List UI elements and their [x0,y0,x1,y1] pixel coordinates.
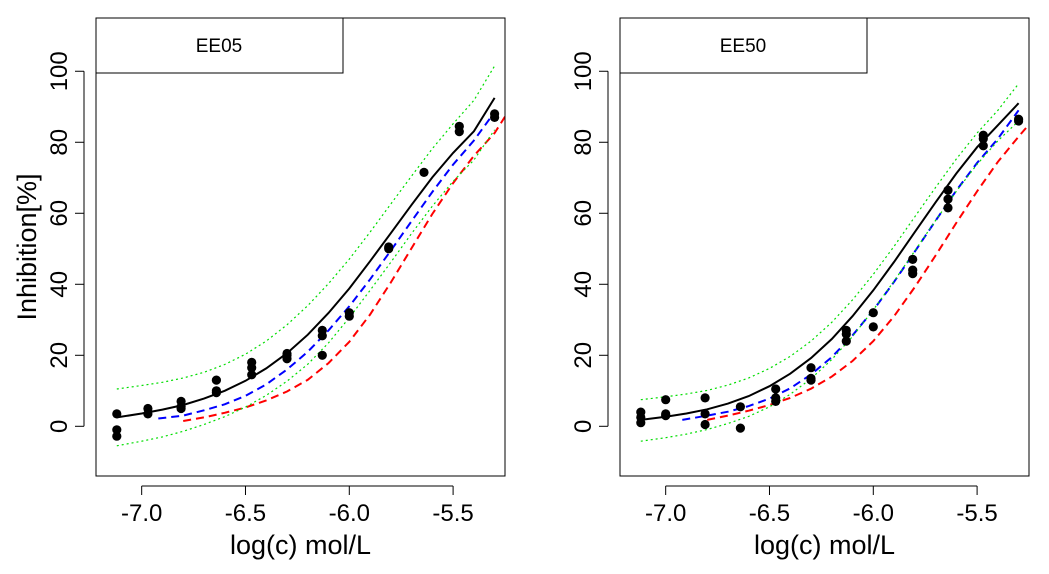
data-point [176,402,186,412]
panel-label-box [619,17,868,74]
data-point [700,409,710,419]
data-point [700,393,710,403]
x-tick-label: -7.0 [645,500,686,527]
y-axis: 0 20 40 60 80 100 Inhibition[%] [12,51,85,433]
x-tick-label: -7.0 [121,500,162,527]
y-tick-label: 60 [46,200,73,227]
x-axis: -7.0 -6.5 -6.0 -5.5 log(c) mol/L [121,485,474,560]
data-point [384,242,394,252]
x-tick-label: -6.0 [853,500,894,527]
curve-fit [640,102,1020,421]
data-point [112,409,122,419]
data-point [735,423,746,433]
data-point [735,402,746,412]
y-tick-label: 100 [570,51,597,91]
data-point [211,375,221,385]
plot-frame [619,17,1030,477]
curve-red [706,123,1029,421]
y-axis: 0 20 40 60 80 100 [570,51,609,433]
data-point [868,322,878,332]
curve-blue [682,109,1020,421]
curve-blue [158,111,496,420]
y-tick-label: 80 [46,129,73,156]
data-point [978,141,988,151]
data-point [806,363,816,373]
data-point [771,393,781,403]
data-point [112,431,122,441]
data-point [247,370,257,380]
curve-fit [116,97,496,419]
curve-group [116,65,505,447]
curve-group [640,83,1029,442]
data-point [841,336,851,346]
data-point [700,419,710,430]
curve-ci_lower [116,129,496,447]
x-tick-label: -5.5 [956,500,997,527]
plot-frame [95,17,506,477]
y-tick-label: 20 [46,342,73,369]
data-point [868,308,878,318]
y-tick-label: 40 [570,271,597,298]
chart-panel-1: EE50 -7.0 -6.5 -6.0 -5.5 log(c) mol/L 0 20 40 60 8… [570,17,1030,560]
panel-label: EE05 [196,36,242,57]
data-point [247,357,257,367]
x-axis-label: log(c) mol/L [754,530,895,560]
y-tick-label: 100 [46,51,73,91]
data-point [661,409,671,419]
data-point [419,167,429,177]
data-point [841,325,851,335]
data-point [143,403,153,414]
curve-ci_upper [116,65,496,390]
data-point [317,350,327,360]
data-point [943,185,953,195]
y-tick-label: 40 [46,271,73,298]
curve-red [183,116,505,422]
data-point [943,194,953,204]
data-point [344,308,354,318]
chart-panel-0: EE05 -7.0 -6.5 -6.0 -5.5 log(c) mol/L 0 20 40 60 8… [12,17,506,560]
x-tick-label: -6.5 [749,500,790,527]
y-tick-label: 60 [570,200,597,227]
y-tick-label: 20 [570,342,597,369]
x-axis: -7.0 -6.5 -6.0 -5.5 log(c) mol/L [645,485,998,560]
data-point [771,384,781,394]
data-point [806,373,816,383]
data-point [282,348,292,359]
x-axis-label: log(c) mol/L [230,530,371,560]
data-point [490,109,500,119]
x-tick-label: -5.5 [432,500,473,527]
data-point [661,395,671,405]
data-point [636,407,646,417]
data-point [943,203,953,213]
data-point [1014,114,1024,124]
curve-ci_lower [640,120,1020,442]
x-tick-label: -6.5 [225,500,266,527]
data-point [317,325,327,335]
data-point [908,254,918,264]
data-point [454,121,464,131]
y-tick-label: 80 [570,129,597,156]
data-point [211,388,221,398]
data-point [908,265,918,275]
data-point [112,425,122,435]
y-tick-label: 0 [46,420,73,433]
y-axis-label: Inhibition[%] [12,173,42,320]
x-tick-label: -6.0 [329,500,370,527]
panel-label-box [95,17,344,74]
panel-label: EE50 [720,36,766,57]
y-tick-label: 0 [570,420,597,433]
data-point [978,130,988,140]
curve-ci_upper [640,83,1020,401]
